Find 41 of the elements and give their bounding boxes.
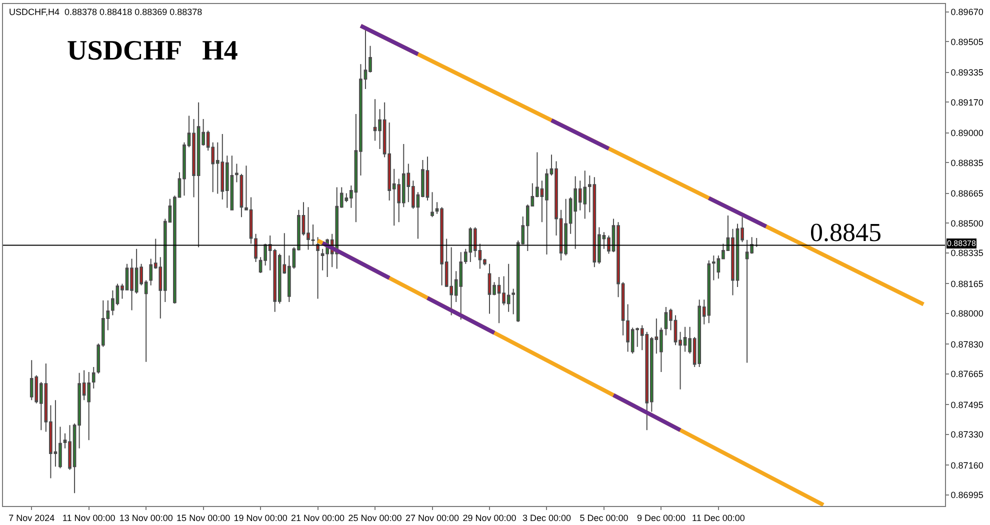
x-tick-label: 11 Nov 00:00: [62, 512, 116, 523]
y-tick-label: 0.88335: [950, 248, 984, 258]
x-tick-label: 15 Nov 00:00: [176, 512, 230, 523]
candlestick: [235, 163, 238, 183]
y-tick-label: 0.88000: [950, 308, 984, 319]
candlestick: [430, 192, 434, 218]
chart-subtitle: USDCHF,H4 0.88378 0.88418 0.88369 0.88378: [9, 7, 202, 17]
candlestick: [316, 236, 320, 300]
y-tick-label: 0.86995: [950, 490, 984, 500]
y-tick-label: 0.88165: [950, 278, 984, 289]
y-tick-label: 0.88500: [950, 218, 984, 228]
y-tick-label: 0.89505: [950, 36, 984, 47]
y-tick-label: 0.87665: [950, 369, 984, 380]
candlestick: [254, 233, 258, 263]
y-tick-label: 0.88665: [950, 188, 984, 199]
x-tick-label: 21 Nov 00:00: [291, 512, 345, 523]
candlestick: [754, 238, 758, 248]
x-tick-label: 27 Nov 00:00: [405, 512, 460, 523]
x-tick-label: 11 Dec 00:00: [692, 512, 745, 523]
y-tick-label: 0.89000: [950, 128, 984, 138]
y-tick-label: 0.88835: [950, 158, 984, 168]
candlestick: [92, 366, 96, 389]
annotation: 0.8845: [810, 218, 882, 247]
y-tick-label: 0.89670: [950, 7, 984, 18]
candlestick: [240, 173, 244, 218]
x-tick-label: 7 Nov 2024: [8, 512, 55, 523]
y-tick-label: 0.89170: [950, 97, 984, 108]
ref-line-label: 0.88378: [947, 239, 976, 248]
y-tick-label: 0.87330: [950, 430, 984, 440]
x-tick-label: 13 Nov 00:00: [119, 512, 173, 523]
y-tick-label: 0.87830: [950, 339, 984, 350]
x-tick-label: 3 Dec 00:00: [522, 512, 572, 523]
x-tick-label: 9 Dec 00:00: [636, 512, 686, 523]
y-tick-label: 0.87160: [950, 460, 984, 470]
y-tick-label: 0.89335: [950, 68, 984, 78]
x-tick-label: 19 Nov 00:00: [234, 512, 288, 523]
x-tick-label: 5 Dec 00:00: [580, 512, 628, 523]
x-tick-label: 25 Nov 00:00: [348, 512, 402, 523]
y-tick-label: 0.87495: [950, 400, 984, 410]
x-tick-label: 29 Nov 00:00: [462, 512, 516, 523]
text: USDCHF H4: [67, 36, 238, 67]
